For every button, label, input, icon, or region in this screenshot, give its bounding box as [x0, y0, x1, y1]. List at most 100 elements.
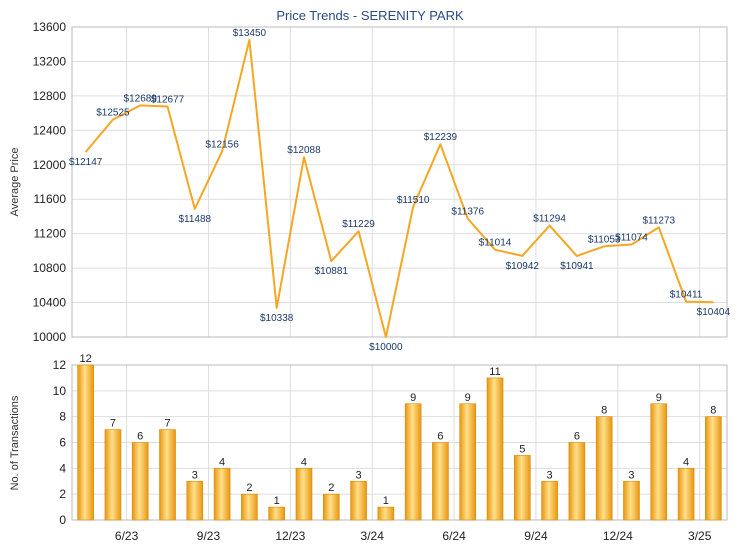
x-tick-label: 12/24 — [603, 529, 633, 543]
transaction-bar-label: 9 — [656, 392, 662, 404]
price-value-label: $12689 — [124, 93, 158, 104]
transactions-y-tick-label: 8 — [59, 410, 66, 424]
price-value-label: $10411 — [670, 290, 703, 301]
transaction-bar-label: 4 — [301, 456, 307, 468]
transaction-bar-label: 3 — [356, 469, 362, 481]
x-tick-label: 9/24 — [524, 529, 548, 543]
price-value-label: $11273 — [642, 215, 675, 226]
transaction-bar-label: 2 — [246, 482, 252, 494]
price-y-axis-label: Average Price — [9, 148, 21, 217]
transaction-bar-label: 1 — [383, 495, 389, 507]
transactions-plot-border — [71, 364, 728, 521]
transactions-plot-frame — [71, 364, 728, 521]
transaction-bar-label: 8 — [710, 405, 716, 417]
price-y-tick-label: 12800 — [33, 89, 67, 103]
price-value-label: $10941 — [560, 261, 594, 272]
price-value-label: $12156 — [205, 139, 239, 150]
chart-title: Price Trends - SERENITY PARK — [276, 8, 464, 23]
transaction-bar — [514, 455, 531, 521]
transaction-bar — [650, 403, 668, 521]
transaction-bar-label: 5 — [519, 443, 525, 455]
price-value-label: $12147 — [69, 157, 103, 168]
transaction-bar — [104, 429, 122, 521]
price-value-label: $12239 — [424, 132, 458, 143]
x-axis-ticks: 6/23 9/23 12/23 3/24 6/24 9/24 12/24 3/25 — [115, 529, 712, 543]
transaction-bar-label: 11 — [489, 366, 500, 378]
price-y-tick-label: 10800 — [33, 261, 67, 275]
price-value-label: $12088 — [287, 145, 321, 156]
transaction-bar — [432, 442, 449, 521]
price-line — [84, 38, 714, 338]
transaction-bar-label: 12 — [80, 353, 92, 365]
transactions-y-tick-label: 10 — [53, 384, 67, 398]
transaction-bar — [595, 416, 613, 521]
transaction-bar-label: 6 — [574, 431, 580, 443]
transaction-bar — [213, 468, 231, 521]
transactions-y-tick-label: 0 — [59, 513, 66, 527]
transaction-bar-label: 9 — [410, 392, 416, 404]
transaction-bar-label: 3 — [192, 469, 198, 481]
transaction-bar — [268, 506, 285, 521]
transaction-bar — [77, 364, 94, 521]
transaction-bar — [568, 442, 586, 521]
price-grid — [72, 26, 727, 338]
transaction-bar-label: 8 — [601, 405, 607, 417]
transaction-bars — [77, 364, 722, 521]
transaction-bar — [186, 480, 204, 521]
x-tick-label: 3/24 — [361, 529, 385, 543]
transaction-bar-label: 4 — [683, 456, 689, 468]
price-value-label: $11014 — [479, 238, 512, 249]
transaction-bar-label: 4 — [219, 456, 225, 468]
x-tick-label: 12/23 — [275, 529, 305, 543]
transactions-y-tick-label: 4 — [59, 461, 66, 475]
price-value-label: $10881 — [315, 266, 349, 277]
transactions-y-tick-label: 6 — [59, 436, 66, 450]
transaction-bar — [541, 480, 558, 521]
transaction-bar-label: 6 — [137, 431, 143, 443]
price-value-label: $11488 — [178, 214, 211, 225]
price-y-tick-label: 10000 — [33, 330, 67, 344]
transaction-bar-label: 7 — [110, 418, 116, 430]
price-value-label: $12677 — [151, 94, 185, 105]
transaction-bar-label: 1 — [274, 495, 280, 507]
transaction-bar — [295, 468, 313, 521]
price-value-label: $11294 — [533, 214, 566, 225]
price-value-label: $12525 — [96, 108, 130, 119]
transaction-bar — [131, 442, 149, 521]
x-tick-label: 6/24 — [442, 529, 466, 543]
x-tick-label: 3/25 — [688, 529, 712, 543]
price-plot-frame — [71, 26, 728, 338]
price-value-label: $10404 — [697, 307, 731, 318]
transaction-bar — [241, 493, 258, 521]
transaction-bar — [459, 403, 477, 521]
transaction-bar — [404, 403, 422, 521]
price-y-tick-label: 12400 — [33, 123, 67, 137]
transactions-y-ticks: 0 2 4 6 8 10 12 — [53, 358, 67, 527]
price-y-tick-label: 11600 — [34, 192, 67, 206]
price-value-label: $11074 — [615, 233, 648, 244]
transaction-bar-label: 3 — [628, 469, 634, 481]
x-tick-label: 6/23 — [115, 529, 139, 543]
price-value-label: $11376 — [451, 207, 484, 218]
transaction-bar — [159, 429, 176, 521]
transaction-bar — [322, 493, 340, 521]
price-value-labels: $12147 $12525 $12689$12677 $11488 $12156 $134… — [69, 28, 731, 353]
price-value-label: $10000 — [369, 342, 403, 353]
price-plot-border — [71, 26, 728, 338]
transaction-bar-label: 6 — [437, 431, 443, 443]
price-y-tick-label: 13200 — [33, 54, 67, 68]
price-value-label: $10338 — [260, 313, 294, 324]
price-y-ticks: 10000 10400 10800 11200 11600 12000 12400 12800… — [33, 20, 67, 344]
x-tick-label: 9/23 — [197, 529, 221, 543]
price-value-label: $11510 — [397, 195, 430, 206]
transactions-y-axis-label: No. of Transactions — [9, 395, 21, 490]
transaction-bar-label: 7 — [164, 418, 170, 430]
transaction-bar — [377, 506, 395, 521]
price-value-label: $10942 — [506, 261, 540, 272]
price-y-tick-label: 10400 — [33, 296, 67, 310]
price-value-label: $11053 — [588, 234, 621, 245]
price-y-tick-label: 11200 — [34, 227, 67, 241]
price-series — [84, 38, 714, 338]
transaction-bar-label: 2 — [328, 482, 334, 494]
